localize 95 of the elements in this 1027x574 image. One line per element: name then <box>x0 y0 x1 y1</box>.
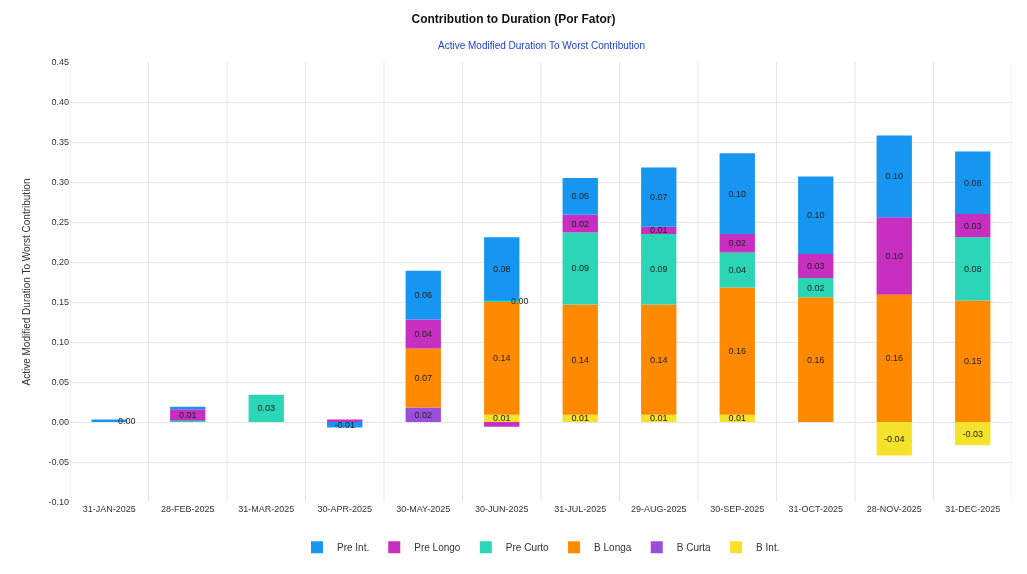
y-tick-label: 0.25 <box>51 217 69 228</box>
bar <box>955 300 991 422</box>
data-label: 0.01 <box>178 409 197 420</box>
x-tick-label: 31-JUL-2025 <box>554 504 607 514</box>
data-label: 0.08 <box>963 263 982 274</box>
data-label: 0.08 <box>492 263 511 274</box>
y-tick-label: 0.00 <box>51 417 69 428</box>
bar <box>405 270 441 320</box>
data-label: 0.14 <box>571 354 590 365</box>
data-label: 0.03 <box>257 403 276 414</box>
data-label: 0.07 <box>649 192 668 203</box>
data-label: -0.03 <box>962 428 984 439</box>
x-tick-label: 31-OCT-2025 <box>788 504 844 514</box>
data-label: 0.01 <box>649 413 668 424</box>
data-label: 0.02 <box>414 409 433 420</box>
data-label: 0.00 <box>118 416 136 426</box>
y-tick-label: 0.30 <box>51 177 69 188</box>
legend-label: Pre Curto <box>505 542 550 554</box>
bar <box>876 217 912 295</box>
data-label: 0.04 <box>728 265 747 275</box>
bar <box>562 232 598 305</box>
x-tick-label: 28-NOV-2025 <box>866 504 922 514</box>
data-label: 0.01 <box>571 413 590 424</box>
bar <box>719 252 755 288</box>
data-label: 0.10 <box>728 188 747 199</box>
data-label: 0.10 <box>885 251 904 261</box>
y-axis-title: Active Modified Duration To Worst Contribution <box>21 178 33 386</box>
data-label: 0.14 <box>492 353 511 363</box>
data-label: 0.05 <box>571 191 590 202</box>
data-label: 0.03 <box>806 261 825 271</box>
data-label: 0.16 <box>806 354 825 365</box>
legend-label: Pre Longo <box>414 542 461 554</box>
bar <box>405 348 441 408</box>
x-tick-label: 28-FEB-2025 <box>160 504 215 514</box>
x-tick-label: 30-JUN-2025 <box>474 504 529 514</box>
data-label: 0.16 <box>885 353 904 364</box>
bar <box>562 178 598 215</box>
data-label: 0.09 <box>571 263 590 274</box>
bar <box>798 176 834 254</box>
x-tick-label: 31-DEC-2025 <box>945 504 1001 514</box>
bar <box>562 304 598 415</box>
bar <box>876 135 912 218</box>
y-tick-label: 0.35 <box>51 137 69 148</box>
data-label: 0.02 <box>806 282 825 293</box>
data-label: 0.14 <box>649 354 668 365</box>
y-tick-label: 0.15 <box>51 297 69 308</box>
x-tick-label: 30-APR-2025 <box>317 504 373 514</box>
data-label: 0.01 <box>649 225 668 236</box>
bar <box>876 422 912 456</box>
chart-title: Contribution to Duration (Por Fator) <box>411 11 616 26</box>
legend-label: B Curta <box>676 542 712 554</box>
bar <box>641 167 677 227</box>
data-label: -0.04 <box>883 433 905 444</box>
y-tick-label: 0.40 <box>51 97 69 108</box>
x-tick-label: 30-MAY-2025 <box>396 504 451 514</box>
x-tick-label: 30-SEP-2025 <box>710 504 765 514</box>
bar <box>641 234 677 305</box>
bar <box>955 237 991 301</box>
data-label: 0.02 <box>571 218 590 229</box>
x-tick-label: 31-MAR-2025 <box>238 504 295 514</box>
data-label: 0.16 <box>728 346 747 357</box>
x-tick-label: 29-AUG-2025 <box>630 504 687 514</box>
data-label: 0.04 <box>414 329 433 339</box>
x-tick-label: 31-JAN-2025 <box>82 504 136 514</box>
data-label: 0.02 <box>728 238 747 249</box>
bar <box>484 422 520 427</box>
y-tick-label: -0.10 <box>48 497 69 508</box>
data-label: 0.09 <box>649 264 668 275</box>
data-label: -0.01 <box>334 419 356 430</box>
bar <box>798 254 834 278</box>
data-label: 0.01 <box>728 413 747 424</box>
y-tick-label: 0.20 <box>51 257 69 268</box>
legend-label: Pre Int. <box>337 542 370 554</box>
data-label: 0.01 <box>492 413 511 424</box>
data-label: 0.15 <box>963 356 982 367</box>
chart-subtitle: Active Modified Duration To Worst Contribution <box>438 40 645 51</box>
data-label: 0.06 <box>414 290 433 301</box>
y-tick-label: 0.10 <box>51 337 69 348</box>
data-label: 0.08 <box>963 177 982 188</box>
bar <box>641 304 677 415</box>
data-label: 0.10 <box>806 210 825 221</box>
bar <box>798 297 834 422</box>
bar <box>955 151 991 214</box>
legend-label: B Int. <box>756 542 780 554</box>
bar <box>719 287 755 415</box>
data-label: 0.10 <box>885 171 904 182</box>
data-label: 0.03 <box>963 220 982 231</box>
data-label: 0.07 <box>414 373 433 383</box>
bar <box>876 294 912 422</box>
bar <box>248 394 284 422</box>
y-tick-label: 0.45 <box>51 57 69 68</box>
y-tick-label: -0.05 <box>48 457 69 468</box>
y-tick-label: 0.05 <box>51 377 69 388</box>
legend-label: B Longa <box>594 542 632 554</box>
bar <box>719 153 755 234</box>
